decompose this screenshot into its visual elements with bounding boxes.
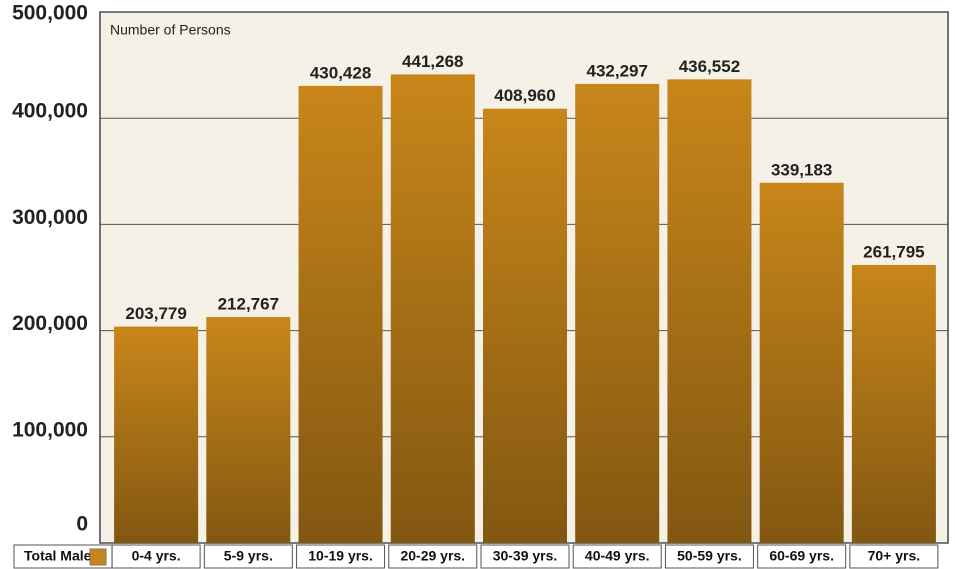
bar-shade	[114, 327, 198, 543]
x-tick-label: 40-49 yrs.	[585, 548, 650, 564]
bar-shade	[483, 109, 567, 543]
bar-shade	[206, 317, 290, 543]
x-tick-label: 70+ yrs.	[868, 548, 921, 564]
bar-shade	[667, 79, 751, 543]
bar-shade	[575, 84, 659, 543]
x-tick-label: 30-39 yrs.	[493, 548, 558, 564]
x-tick-label: 60-69 yrs.	[769, 548, 834, 564]
legend-swatch	[90, 549, 106, 565]
value-label: 203,779	[125, 304, 186, 323]
value-label: 261,795	[863, 242, 924, 261]
y-tick-label: 100,000	[12, 418, 88, 441]
value-label: 430,428	[310, 63, 371, 82]
y-tick-label: 500,000	[12, 2, 88, 25]
bar-shade	[760, 183, 844, 543]
legend-label: Total Male	[24, 548, 92, 564]
y-tick-label: 400,000	[12, 100, 88, 123]
bar-shade	[852, 265, 936, 543]
value-label: 436,552	[679, 57, 740, 76]
x-tick-label: 20-29 yrs.	[400, 548, 465, 564]
y-tick-label: 200,000	[12, 312, 88, 335]
y-tick-label: 0	[76, 513, 88, 536]
value-label: 212,767	[218, 295, 279, 314]
chart: Number of Persons 0 100,000 200,000 300,000…	[0, 0, 955, 569]
x-tick-label: 0-4 yrs.	[132, 548, 181, 564]
x-tick-label: 5-9 yrs.	[224, 548, 273, 564]
x-tick-label: 50-59 yrs.	[677, 548, 742, 564]
value-label: 408,960	[494, 86, 555, 105]
bar-shade	[391, 74, 475, 543]
bar-shade	[299, 86, 383, 543]
y-tick-label: 300,000	[12, 206, 88, 229]
x-tick-label: 10-19 yrs.	[308, 548, 373, 564]
value-label: 441,268	[402, 52, 463, 71]
value-label: 339,183	[771, 160, 832, 179]
annotation: Number of Persons	[110, 22, 231, 38]
value-label: 432,297	[586, 61, 647, 80]
